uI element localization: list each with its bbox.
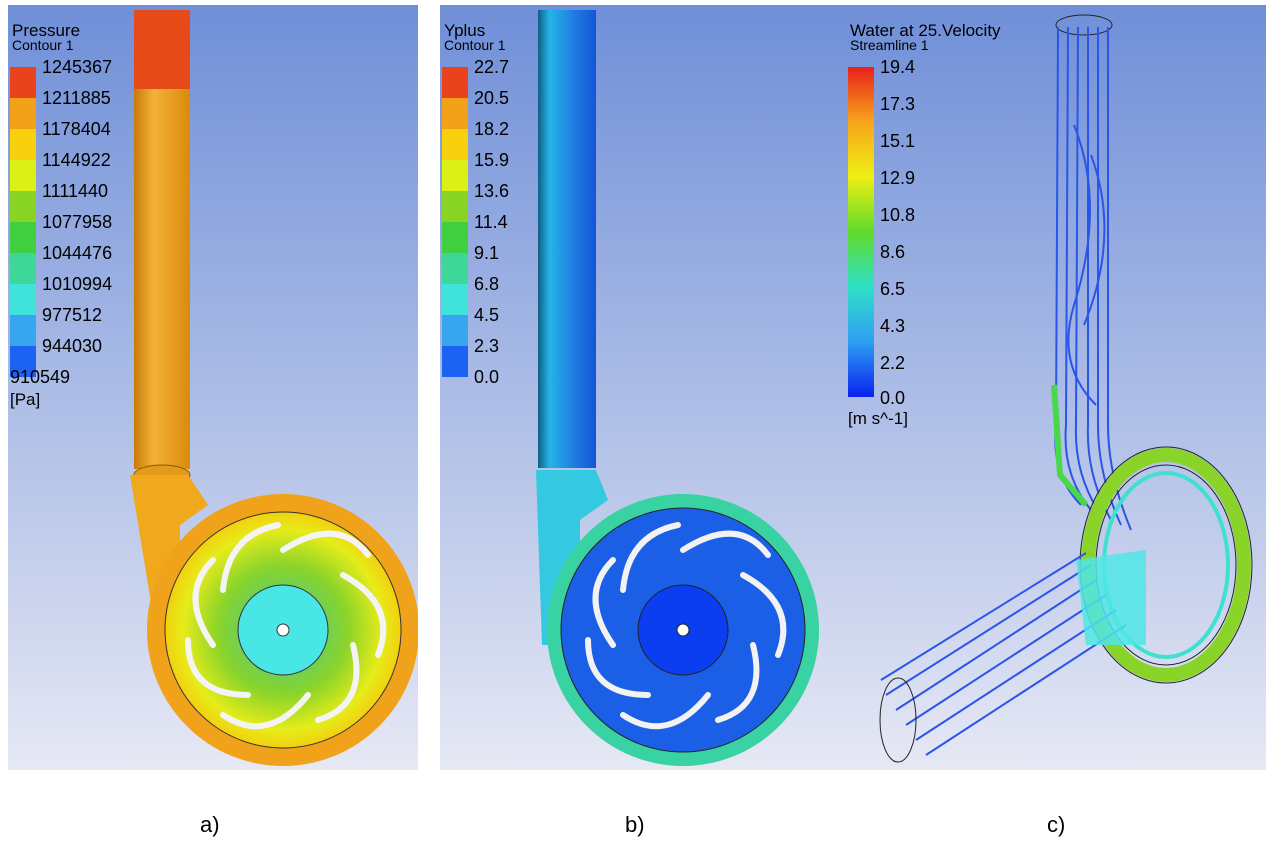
tick-label: 1211885 [42, 88, 111, 108]
tick-label: 6.8 [474, 274, 500, 294]
legend: Water at 25.Velocity Streamline 1 [850, 21, 1001, 53]
tick-label: 9.1 [474, 243, 500, 263]
color-band [10, 160, 36, 191]
color-band [442, 129, 468, 160]
tick-label: 19.4 [880, 57, 916, 77]
tick-label: 1111440 [42, 181, 109, 201]
legend-title: Yplus [444, 21, 486, 40]
tick-label: 2.2 [880, 353, 906, 373]
color-band [10, 284, 36, 315]
tick-label: 0.0 [474, 367, 500, 387]
color-band [442, 160, 468, 191]
tick-label: 10.8 [880, 205, 916, 225]
tick-label: 8.6 [880, 242, 906, 262]
tick-label: 13.6 [474, 181, 510, 201]
color-band [442, 346, 468, 377]
tick-label: 17.3 [880, 94, 916, 114]
color-band [10, 346, 36, 377]
color-bar [848, 67, 874, 397]
tick-label: 944030 [42, 336, 103, 356]
tick-label: 22.7 [474, 57, 510, 77]
unit-label: [m s^-1] [848, 409, 908, 428]
color-band [442, 315, 468, 346]
streamline-pump-render [846, 5, 1266, 770]
legend-subtitle: Contour 1 [444, 37, 506, 53]
panel-yplus-contour: Yplus Contour 1 22.7 20.5 18.2 15.9 13.6… [440, 5, 850, 770]
tick-label: 15.9 [474, 150, 510, 170]
tick-label: 11.4 [474, 212, 508, 232]
panel-velocity-streamlines: Water at 25.Velocity Streamline 1 19.4 1… [846, 5, 1266, 770]
color-band [10, 98, 36, 129]
tick-label: 1044476 [42, 243, 113, 263]
color-band [442, 253, 468, 284]
pressure-pump-render [8, 5, 418, 770]
tick-label: 910549 [10, 367, 71, 387]
color-band [10, 129, 36, 160]
tick-label: 1010994 [42, 274, 113, 294]
caption-a: a) [200, 812, 220, 837]
tick-label: 1144922 [42, 150, 111, 170]
color-band [10, 67, 36, 98]
color-band [442, 222, 468, 253]
tick-label: 12.9 [880, 168, 916, 188]
tick-label: 4.5 [474, 305, 500, 325]
legend: Pressure Contour 1 [12, 21, 81, 53]
tick-label: 1245367 [42, 57, 113, 77]
caption-c: c) [1047, 812, 1066, 837]
color-band [442, 191, 468, 222]
legend-subtitle: Contour 1 [12, 37, 74, 53]
tick-label: 6.5 [880, 279, 906, 299]
tick-label: 4.3 [880, 316, 906, 336]
tick-label: 15.1 [880, 131, 916, 151]
tick-label: 1077958 [42, 212, 113, 232]
color-bar [442, 67, 468, 377]
unit-label: [Pa] [10, 390, 41, 409]
legend: Yplus Contour 1 [444, 21, 506, 53]
caption-b: b) [625, 812, 645, 837]
legend-title: Water at 25.Velocity [850, 21, 1001, 40]
tick-label: 1178404 [42, 119, 111, 139]
panel-pressure-contour: Pressure Contour 1 1245367 1211885 11784… [8, 5, 418, 770]
color-band [442, 98, 468, 129]
tick-label: 18.2 [474, 119, 510, 139]
yplus-pump-render [440, 5, 850, 770]
tick-label: 2.3 [474, 336, 500, 356]
color-band [442, 284, 468, 315]
color-bar [10, 67, 36, 377]
color-band [10, 253, 36, 284]
tick-label: 977512 [42, 305, 103, 325]
color-band [442, 67, 468, 98]
color-band [10, 315, 36, 346]
color-band [10, 222, 36, 253]
color-band [10, 191, 36, 222]
legend-subtitle: Streamline 1 [850, 37, 929, 53]
tick-label: 20.5 [474, 88, 510, 108]
legend-title: Pressure [12, 21, 81, 40]
tick-label: 0.0 [880, 388, 906, 408]
